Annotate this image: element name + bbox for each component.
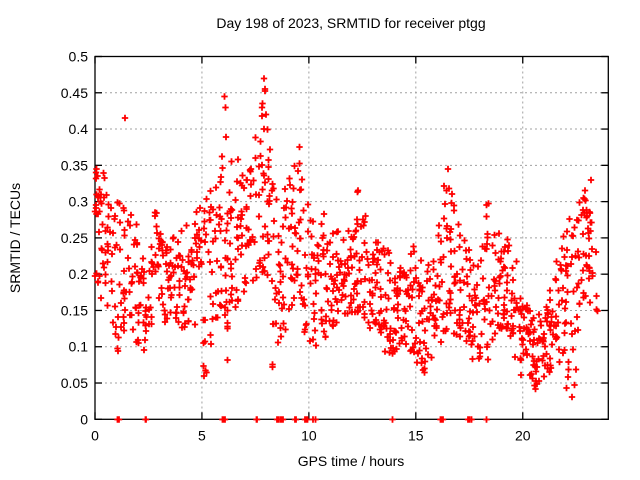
x-axis-label: GPS time / hours	[298, 453, 405, 469]
x-tick-label: 20	[515, 427, 531, 443]
y-tick-label: 0.4	[69, 121, 89, 137]
x-tick-label: 10	[301, 427, 317, 443]
y-tick-label: 0.5	[69, 49, 89, 65]
y-tick-label: 0.05	[61, 375, 88, 391]
y-axis-label: SRMTID / TECUs	[7, 183, 23, 293]
chart-title: Day 198 of 2023, SRMTID for receiver ptg…	[216, 15, 485, 31]
x-tick-label: 0	[91, 427, 99, 443]
y-tick-label: 0.25	[61, 230, 88, 246]
x-tick-label: 5	[198, 427, 206, 443]
y-tick-label: 0	[80, 411, 88, 427]
y-tick-label: 0.35	[61, 157, 88, 173]
y-tick-label: 0.2	[69, 266, 89, 282]
y-tick-label: 0.15	[61, 302, 88, 318]
data-points	[91, 75, 601, 423]
y-tick-label: 0.3	[69, 194, 89, 210]
tick-labels: 0 0.05 0.1 0.15 0.2 0.25 0.3 0.35 0.4 0.45 0.5 0 5 10…	[61, 49, 531, 444]
y-tick-label: 0.45	[61, 85, 88, 101]
y-tick-label: 0.1	[69, 339, 89, 355]
x-tick-label: 15	[408, 427, 424, 443]
